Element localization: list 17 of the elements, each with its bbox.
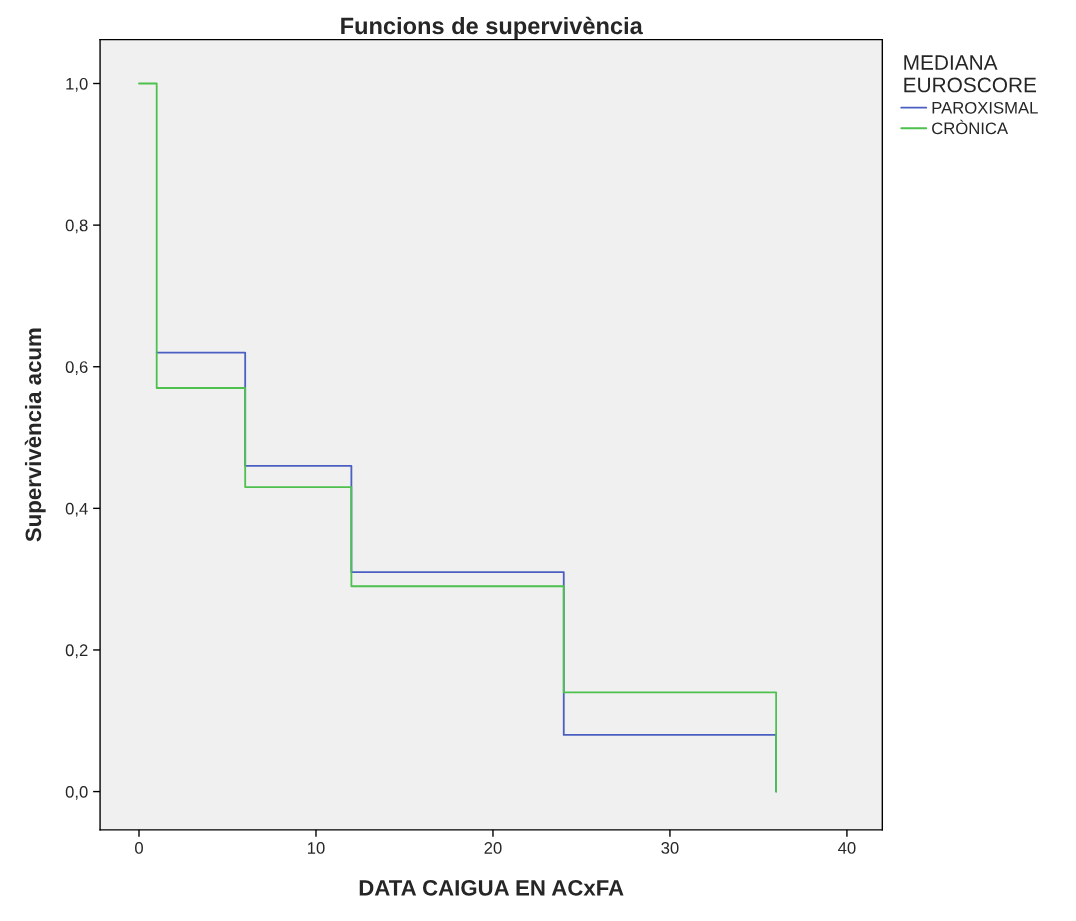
x-tick-label: 0 [135,842,143,854]
x-tick-label: 10 [307,842,325,854]
y-tick-label: 1,0 [66,77,88,92]
legend-label: CRÒNICA [932,119,1009,135]
x-axis-title: DATA CAIGUA EN ACxFA [359,879,624,896]
chart-title: Funcions de supervivència [341,16,643,39]
y-tick-label: 0,4 [65,502,88,517]
legend-title: MEDIANA EUROSCORE [904,55,1037,93]
x-tick-label: 20 [484,842,502,854]
legend-label: PAROXISMAL [932,101,1038,114]
y-axis-title: Supervivència acum [24,328,46,542]
y-tick-label: 0,0 [65,785,88,800]
y-tick-label: 0,8 [65,219,88,234]
x-tick-label: 40 [838,842,856,854]
y-tick-label: 0,2 [65,644,88,659]
x-tick-label: 30 [661,842,679,854]
y-tick-label: 0,6 [65,361,88,375]
